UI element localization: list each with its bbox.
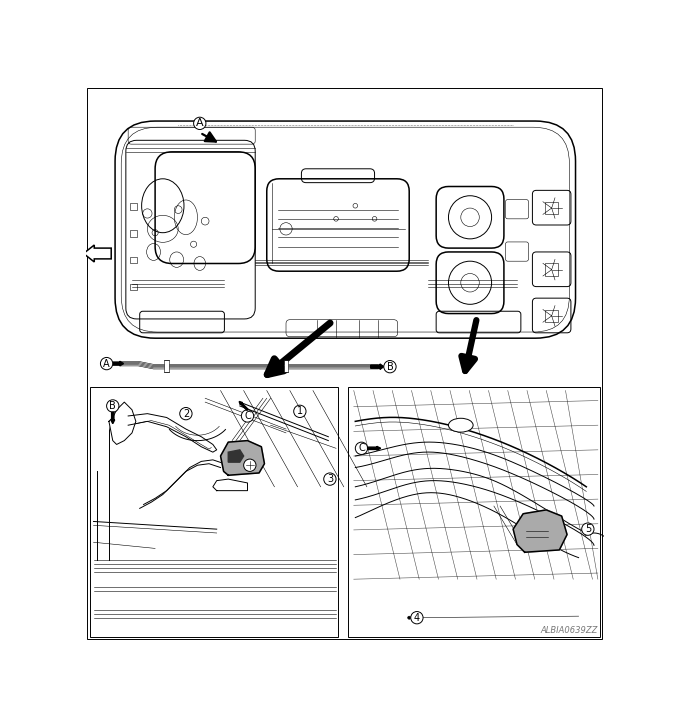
Bar xyxy=(546,264,558,276)
Circle shape xyxy=(384,361,396,373)
Text: B: B xyxy=(386,361,393,372)
Polygon shape xyxy=(513,510,567,552)
Circle shape xyxy=(324,473,336,485)
Bar xyxy=(546,202,558,215)
Text: 1: 1 xyxy=(297,406,303,416)
Bar xyxy=(130,230,137,237)
Bar xyxy=(546,310,558,322)
Bar xyxy=(130,202,137,210)
Text: C: C xyxy=(358,444,365,454)
Polygon shape xyxy=(213,479,248,490)
Text: ALBIA0639ZZ: ALBIA0639ZZ xyxy=(540,626,598,634)
Circle shape xyxy=(244,459,256,472)
Text: 5: 5 xyxy=(585,524,591,534)
Circle shape xyxy=(194,117,206,130)
Polygon shape xyxy=(228,450,244,462)
Text: A: A xyxy=(196,118,203,128)
FancyArrow shape xyxy=(113,361,124,366)
Circle shape xyxy=(106,400,119,412)
Bar xyxy=(130,256,137,264)
FancyBboxPatch shape xyxy=(115,121,575,338)
Circle shape xyxy=(180,408,192,420)
Text: 3: 3 xyxy=(327,474,333,484)
Polygon shape xyxy=(221,441,264,475)
Circle shape xyxy=(411,611,423,624)
Bar xyxy=(164,360,169,372)
Bar xyxy=(284,360,288,372)
Bar xyxy=(348,387,600,637)
Polygon shape xyxy=(128,414,217,452)
Text: 4: 4 xyxy=(414,613,420,623)
Text: 2: 2 xyxy=(183,409,189,418)
Text: B: B xyxy=(110,401,116,411)
Circle shape xyxy=(293,405,306,418)
Polygon shape xyxy=(109,402,136,444)
Circle shape xyxy=(100,357,113,370)
Text: A: A xyxy=(103,359,110,369)
FancyArrow shape xyxy=(371,364,384,369)
Circle shape xyxy=(355,442,367,454)
Circle shape xyxy=(581,523,594,535)
FancyArrow shape xyxy=(239,402,248,410)
Ellipse shape xyxy=(448,418,473,432)
FancyArrow shape xyxy=(111,412,114,423)
Bar xyxy=(130,284,137,290)
Bar xyxy=(90,387,338,637)
FancyArrow shape xyxy=(367,446,381,450)
FancyArrow shape xyxy=(83,245,111,262)
Text: C: C xyxy=(244,411,251,421)
Circle shape xyxy=(242,410,254,422)
Circle shape xyxy=(408,616,411,619)
